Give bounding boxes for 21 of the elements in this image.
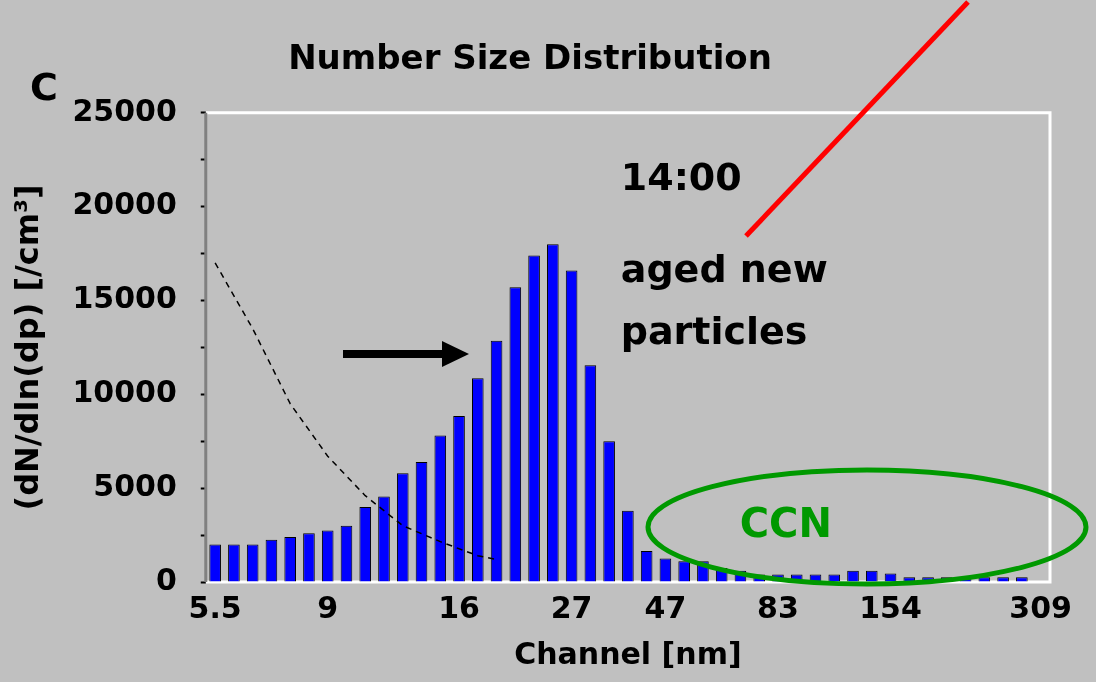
x-tick-label: 47 <box>644 589 687 625</box>
x-tick-label: 309 <box>1009 589 1072 625</box>
y-axis-title: (dN/dln(dp) [/cm³] <box>7 184 46 511</box>
x-tick-label: 27 <box>550 589 593 625</box>
x-tick-label: 9 <box>317 589 339 625</box>
x-axis-title: Channel [nm] <box>514 635 742 671</box>
text: C <box>30 65 58 109</box>
x-tick-label: 83 <box>757 589 799 625</box>
annotation: CCN <box>739 500 832 546</box>
annotation: aged new particles <box>620 247 828 353</box>
y-tick-label: 15000 <box>72 280 177 316</box>
annotation: 14:00 <box>620 155 742 199</box>
chart-title: Number Size Distribution <box>288 37 772 78</box>
y-tick-label: 25000 <box>72 92 177 128</box>
x-tick-label: 154 <box>859 589 922 625</box>
y-tick-label: 5000 <box>93 467 177 503</box>
y-tick-label: 0 <box>155 561 177 597</box>
y-tick-label: 20000 <box>72 186 177 222</box>
y-tick-label: 10000 <box>72 374 177 410</box>
x-tick-label: 16 <box>438 589 480 625</box>
x-tick-label: 5.5 <box>188 589 242 625</box>
